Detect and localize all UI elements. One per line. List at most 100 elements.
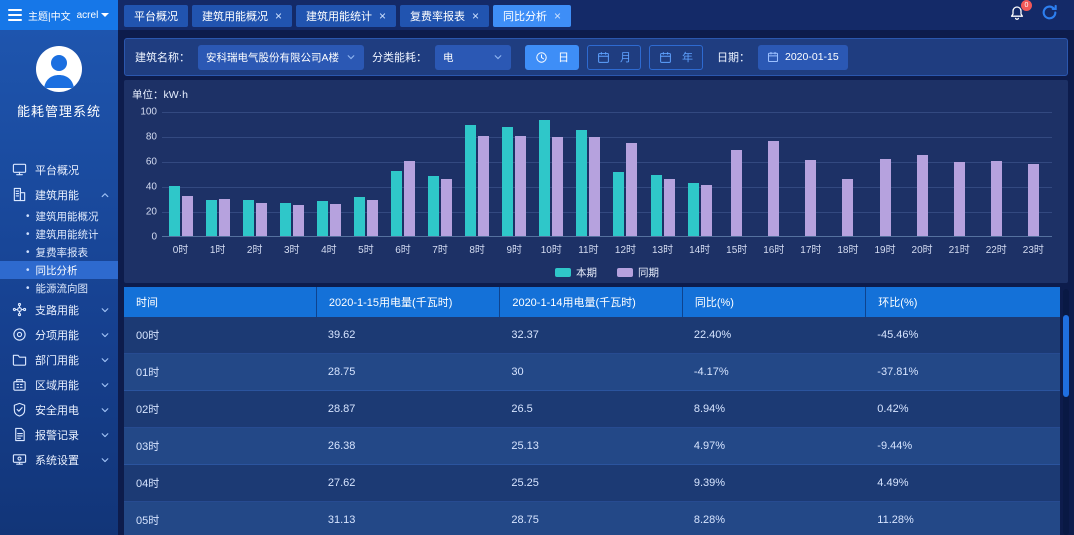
bar-本期-13时[interactable] [650, 175, 662, 236]
sidebar-item-7[interactable]: 安全用电 [0, 397, 118, 422]
bar-同期-12时[interactable] [626, 142, 638, 236]
bar-本期-2时[interactable] [242, 199, 254, 236]
bar-本期-0时[interactable] [168, 186, 180, 236]
notification-badge: 0 [1021, 0, 1032, 11]
close-icon[interactable]: × [379, 9, 387, 23]
period-button-1[interactable]: 日 [525, 44, 579, 70]
sidebar-subitem-2-5[interactable]: • 能源流向图 [0, 279, 118, 297]
energy-type-select[interactable]: 电 [435, 44, 511, 70]
legend-item-本期[interactable]: 本期 [555, 265, 597, 280]
sidebar-item-6[interactable]: 区域用能 [0, 372, 118, 397]
bar-本期-1时[interactable] [205, 200, 217, 236]
tab-1[interactable]: 平台概况 [124, 5, 188, 27]
bar-同期-21时[interactable] [953, 162, 965, 236]
avatar[interactable] [36, 46, 82, 92]
tab-5[interactable]: 同比分析 × [493, 5, 572, 27]
sidebar-item-8[interactable]: 报警记录 [0, 422, 118, 447]
x-axis-label: 22时 [985, 245, 1007, 256]
bar-同期-2时[interactable] [255, 202, 267, 236]
sidebar-subitem-2-2[interactable]: • 建筑用能统计 [0, 225, 118, 243]
sidebar-item-1[interactable]: 平台概况 [0, 157, 118, 182]
bar-同期-20时[interactable] [916, 154, 928, 236]
bar-同期-22时[interactable] [990, 161, 1002, 236]
bar-同期-19时[interactable] [879, 159, 891, 236]
close-icon[interactable]: × [554, 9, 562, 23]
sidebar-subitem-2-3[interactable]: • 复费率报表 [0, 243, 118, 261]
theme-language-label[interactable]: 主题|中文 [28, 11, 71, 23]
table-row-05时[interactable]: 05时 31.13 28.75 8.28% 11.28% [124, 502, 1060, 535]
bar-本期-11时[interactable] [576, 130, 588, 236]
bar-本期-6时[interactable] [391, 171, 402, 236]
tab-2[interactable]: 建筑用能概况 × [192, 5, 293, 27]
bar-本期-5时[interactable] [353, 197, 365, 236]
table-cell: 4.49% [877, 477, 909, 489]
refresh-icon[interactable] [1041, 4, 1058, 26]
close-icon[interactable]: × [275, 9, 283, 23]
bar-同期-9时[interactable] [515, 136, 527, 236]
table-scrollbar-thumb[interactable] [1063, 315, 1069, 397]
calendar-icon [767, 51, 779, 63]
period-button-2[interactable]: 月 [587, 44, 641, 70]
notification-bell-icon[interactable]: 0 [1009, 0, 1032, 26]
table-cell: 28.75 [327, 366, 356, 378]
x-axis-label: 11时 [578, 245, 599, 256]
bar-同期-15时[interactable] [731, 149, 743, 236]
bar-同期-5时[interactable] [366, 200, 378, 236]
caret-down-icon [101, 13, 110, 17]
bar-同期-16时[interactable] [768, 141, 780, 236]
table-cell: 03时 [136, 441, 160, 453]
bar-同期-13时[interactable] [663, 178, 675, 236]
menu-toggle-icon[interactable] [8, 9, 22, 21]
table-scrollbar[interactable] [1063, 289, 1069, 535]
bar-同期-10时[interactable] [552, 136, 564, 236]
bar-同期-3时[interactable] [292, 204, 304, 236]
table-row-00时[interactable]: 00时 39.62 32.37 22.40% -45.46% [124, 317, 1060, 354]
tab-3[interactable]: 建筑用能统计 × [296, 5, 397, 27]
x-axis-label: 19时 [874, 245, 896, 256]
bullet-icon: • [26, 210, 30, 222]
bar-同期-18时[interactable] [842, 178, 854, 236]
tab-4[interactable]: 复费率报表 × [400, 5, 490, 27]
bar-同期-14时[interactable] [700, 184, 712, 236]
table-row-03时[interactable]: 03时 26.38 25.13 4.97% -9.44% [124, 428, 1060, 465]
bar-本期-10时[interactable] [539, 120, 551, 236]
sidebar-subitem-2-4[interactable]: • 同比分析 [0, 261, 118, 279]
bar-本期-9时[interactable] [502, 127, 514, 236]
bar-本期-12时[interactable] [613, 172, 625, 236]
sidebar-item-5[interactable]: 部门用能 [0, 347, 118, 372]
bar-本期-4时[interactable] [316, 201, 328, 236]
close-icon[interactable]: × [472, 9, 480, 23]
user-menu[interactable]: acrel [77, 10, 110, 21]
bar-本期-8时[interactable] [465, 125, 477, 236]
building-select[interactable]: 安科瑞电气股份有限公司A楼 [198, 44, 364, 70]
bar-同期-6时[interactable] [404, 161, 415, 236]
sidebar-subitem-2-1[interactable]: • 建筑用能概况 [0, 207, 118, 225]
period-button-3[interactable]: 年 [649, 44, 703, 70]
bar-本期-14时[interactable] [687, 182, 699, 236]
sidebar-item-4[interactable]: 分项用能 [0, 322, 118, 347]
bar-同期-4时[interactable] [329, 204, 341, 236]
bar-同期-23时[interactable] [1027, 163, 1039, 236]
sidebar-item-9[interactable]: 系统设置 [0, 447, 118, 472]
bar-本期-3时[interactable] [279, 203, 291, 236]
bar-同期-17时[interactable] [805, 160, 817, 236]
x-axis-labels: 0时 1时 2时 3时 4时 5时 6时 7时 8时 9时 10时 11时 12时 13时 14时 15时 16… [162, 241, 1052, 256]
sidebar-item-label: 部门用能 [35, 354, 79, 367]
table-row-02时[interactable]: 02时 28.87 26.5 8.94% 0.42% [124, 391, 1060, 428]
bar-同期-0时[interactable] [181, 195, 193, 236]
x-axis-label: 2时 [246, 245, 263, 256]
bar-同期-8时[interactable] [478, 136, 490, 236]
top-bar: 主题|中文 acrel 平台概况 建筑用能概况 × 建筑用能统计 × 复费率报表 × 同比分析… [0, 0, 1074, 30]
bar-group-6时 [384, 112, 421, 236]
table-row-04时[interactable]: 04时 27.62 25.25 9.39% 4.49% [124, 465, 1060, 502]
table-row-01时[interactable]: 01时 28.75 30 -4.17% -37.81% [124, 354, 1060, 391]
sidebar-item-label: 区域用能 [35, 379, 79, 392]
bar-同期-1时[interactable] [218, 198, 230, 236]
bar-本期-7时[interactable] [428, 176, 440, 236]
legend-item-同期[interactable]: 同期 [617, 265, 659, 280]
date-picker[interactable]: 2020-01-15 [758, 44, 848, 70]
bar-同期-11时[interactable] [589, 137, 601, 236]
sidebar-item-2[interactable]: 建筑用能 [0, 182, 118, 207]
bar-同期-7时[interactable] [441, 178, 453, 236]
sidebar-item-3[interactable]: 支路用能 [0, 297, 118, 322]
